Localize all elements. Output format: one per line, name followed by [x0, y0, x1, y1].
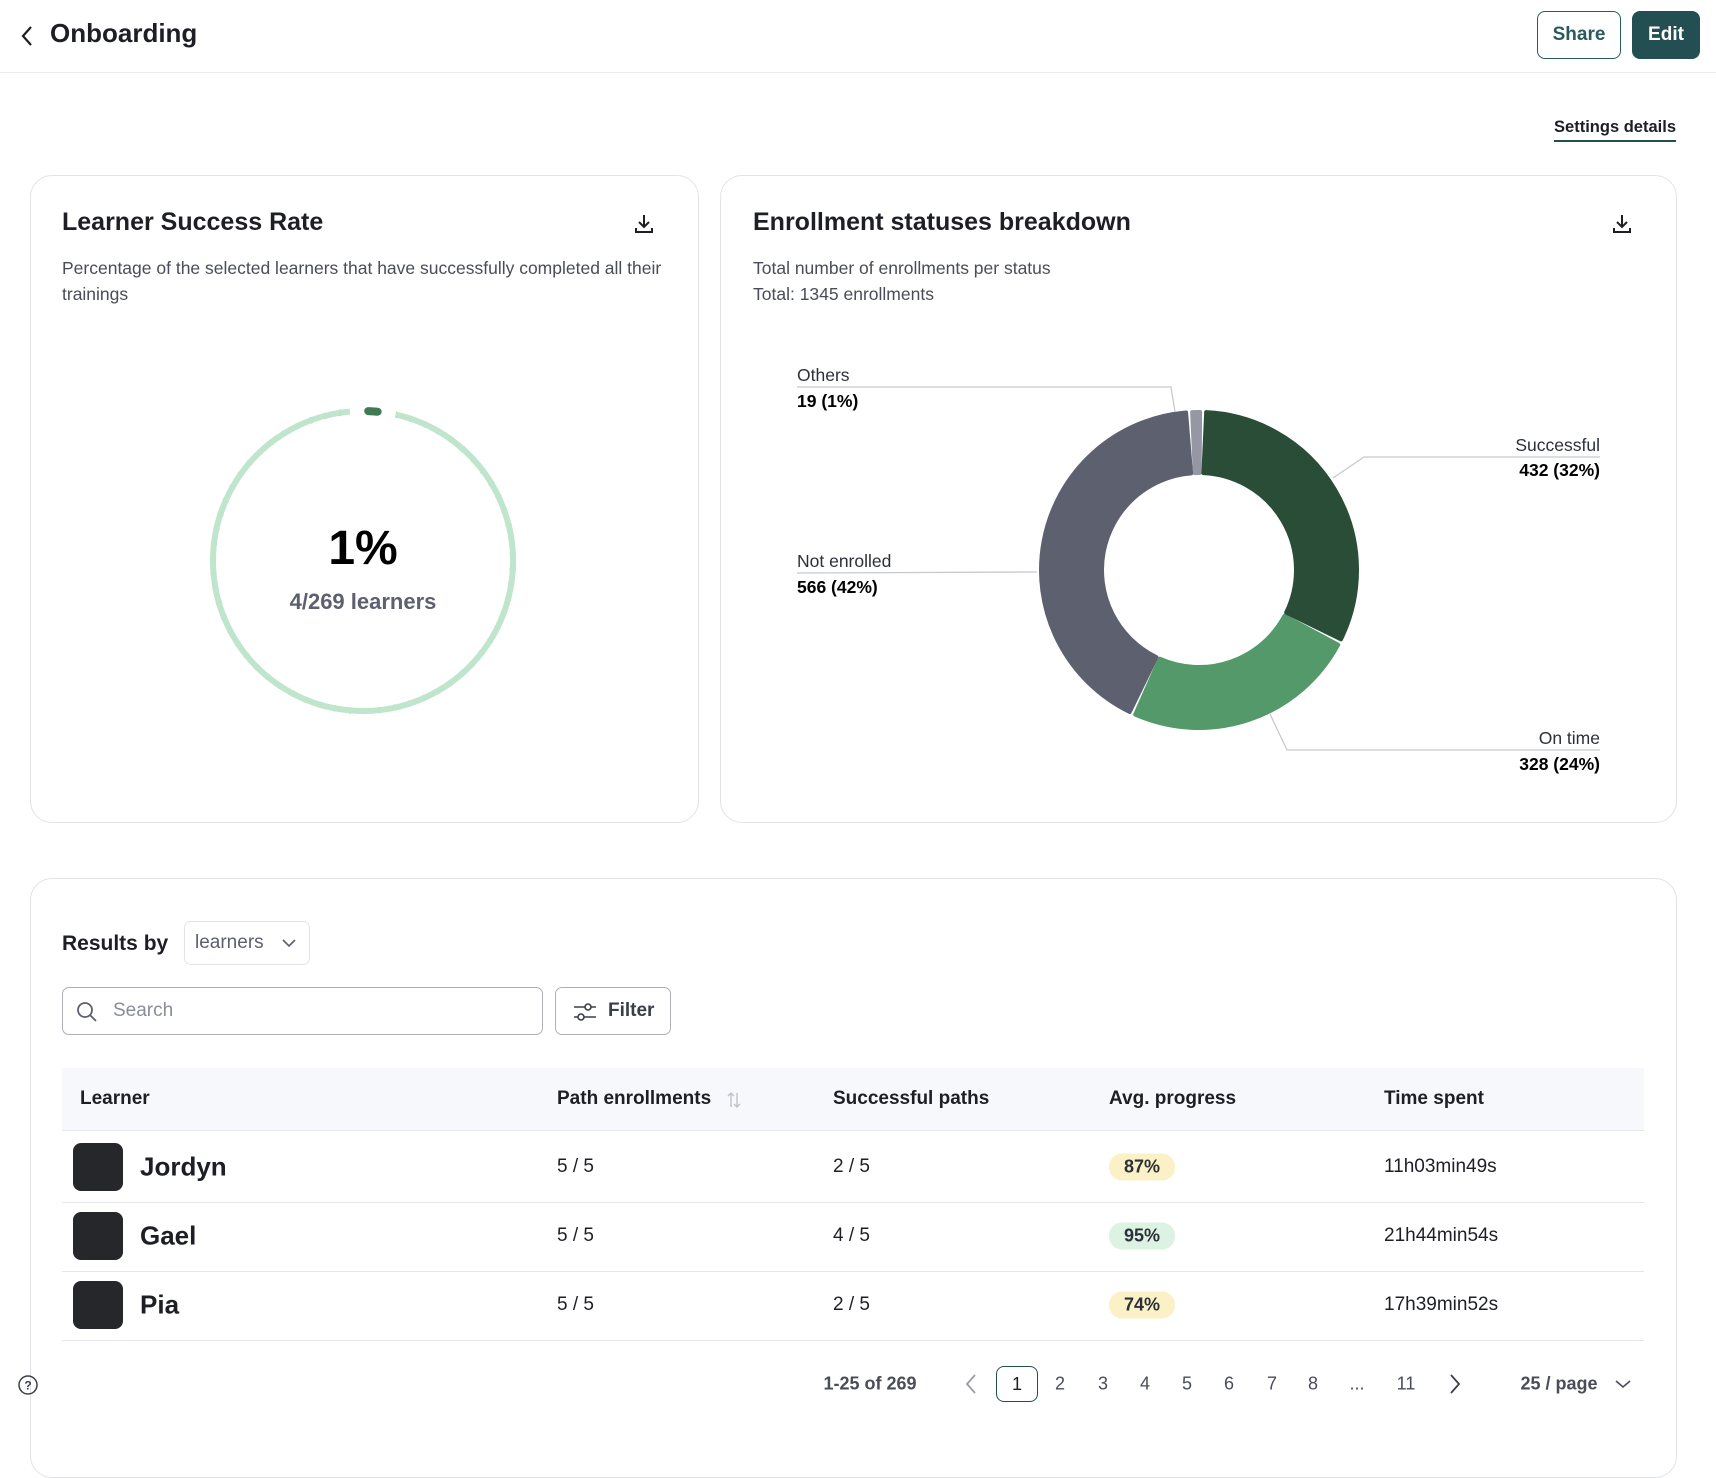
page-size[interactable]: 25 / page — [1520, 1373, 1598, 1394]
row-divider — [62, 1271, 1644, 1272]
chevron — [282, 939, 296, 948]
filter-label: Filter — [608, 1000, 655, 1021]
slice-value-label: 328 (24%) — [1519, 754, 1600, 774]
column-header: Time spent — [1384, 1088, 1484, 1109]
page-number[interactable]: 6 — [1223, 1373, 1235, 1394]
svg-text:?: ? — [24, 1379, 31, 1393]
slice-value-label: 19 (1%) — [797, 391, 858, 411]
donut-slice — [1190, 410, 1203, 476]
page-number[interactable]: 8 — [1307, 1373, 1319, 1394]
cell: 17h39min52s — [1384, 1294, 1499, 1315]
cell: 4 / 5 — [833, 1225, 870, 1246]
page-number[interactable]: 5 — [1181, 1373, 1193, 1394]
edit-button[interactable]: Edit — [1632, 11, 1700, 59]
column-header: Successful paths — [833, 1088, 990, 1109]
page-number[interactable]: 7 — [1266, 1373, 1278, 1394]
success-card — [30, 175, 699, 823]
avatar — [73, 1143, 123, 1191]
progress-badge: 95% — [1109, 1222, 1176, 1250]
slice-label: Not enrolled — [797, 551, 891, 571]
page-number[interactable]: 4 — [1139, 1373, 1151, 1394]
search-placeholder: Search — [113, 1000, 174, 1021]
download-icon[interactable] — [632, 212, 656, 236]
top-bar — [0, 0, 1716, 73]
ring-progress — [364, 407, 382, 416]
page-number[interactable]: 2 — [1054, 1373, 1066, 1394]
progress-badge: 87% — [1109, 1153, 1176, 1181]
group-by-value: learners — [195, 932, 264, 953]
filter-button[interactable]: Filter — [555, 987, 671, 1035]
slice-label: On time — [1539, 728, 1600, 748]
sort-icon[interactable] — [726, 1090, 742, 1110]
slice-value-label: 432 (32%) — [1519, 460, 1600, 480]
filter-icon — [574, 1003, 596, 1021]
donut-slice — [1133, 613, 1341, 730]
avatar — [73, 1212, 123, 1260]
slice-label: Successful — [1515, 435, 1600, 455]
page-number[interactable]: 11 — [1396, 1373, 1416, 1394]
search-input[interactable]: Search — [62, 987, 543, 1035]
progress-badge: 74% — [1109, 1291, 1176, 1319]
avatar — [73, 1281, 123, 1329]
column-header: Avg. progress — [1109, 1088, 1237, 1109]
enrollment-card — [720, 175, 1677, 823]
row-divider — [62, 1202, 1644, 1203]
slice-label: Others — [797, 365, 850, 385]
cell: 2 / 5 — [833, 1156, 870, 1177]
row-divider — [62, 1340, 1644, 1341]
donut-slice — [1039, 410, 1194, 714]
card-subtitle: Total number of enrollments per status — [753, 258, 1051, 278]
card-title: Enrollment statuses breakdown — [753, 208, 1131, 236]
slice-value-label: 566 (42%) — [797, 577, 878, 597]
success-learners: 4/269 learners — [290, 589, 437, 614]
back-button[interactable] — [18, 24, 38, 48]
card-description: Percentage of the selected learners that… — [62, 258, 662, 304]
chevron — [1615, 1380, 1631, 1389]
charts: 1% 4/269 learners Others 19 (1%) Success… — [210, 365, 1600, 774]
column-header: Learner — [80, 1088, 150, 1109]
column-header: Path enrollments — [557, 1088, 712, 1109]
cell: 11h03min49s — [1384, 1156, 1497, 1177]
success-percent: 1% — [328, 522, 397, 575]
table-header — [62, 1068, 1644, 1131]
learner-name[interactable]: Jordyn — [140, 1151, 227, 1182]
card-title: Learner Success Rate — [62, 208, 324, 236]
page-number[interactable]: 1 — [996, 1366, 1038, 1402]
page-number[interactable]: ... — [1349, 1373, 1365, 1394]
next-page[interactable] — [1444, 1372, 1464, 1396]
learner-name[interactable]: Pia — [140, 1289, 180, 1320]
cell: 5 / 5 — [557, 1156, 594, 1177]
download-icon[interactable] — [1610, 212, 1634, 236]
page-number[interactable]: 3 — [1097, 1373, 1109, 1394]
card-total: Total: 1345 enrollments — [753, 284, 934, 304]
results-label: Results by — [62, 932, 169, 955]
search-icon — [77, 1002, 97, 1022]
cell: 2 / 5 — [833, 1294, 870, 1315]
share-button[interactable]: Share — [1537, 11, 1621, 59]
help-icon[interactable]: ? — [17, 1374, 39, 1396]
learner-name[interactable]: Gael — [140, 1220, 197, 1251]
page-title: Onboarding — [50, 18, 198, 48]
cell: 21h44min54s — [1384, 1225, 1499, 1246]
pagination-summary: 1-25 of 269 — [823, 1373, 917, 1394]
ring-track — [210, 408, 516, 714]
cell: 5 / 5 — [557, 1294, 594, 1315]
cell: 5 / 5 — [557, 1225, 594, 1246]
donut-slice — [1201, 410, 1359, 642]
prev-page[interactable] — [962, 1372, 982, 1396]
settings-link[interactable]: Settings details — [1554, 118, 1676, 142]
group-by-select[interactable]: learners — [184, 921, 310, 965]
